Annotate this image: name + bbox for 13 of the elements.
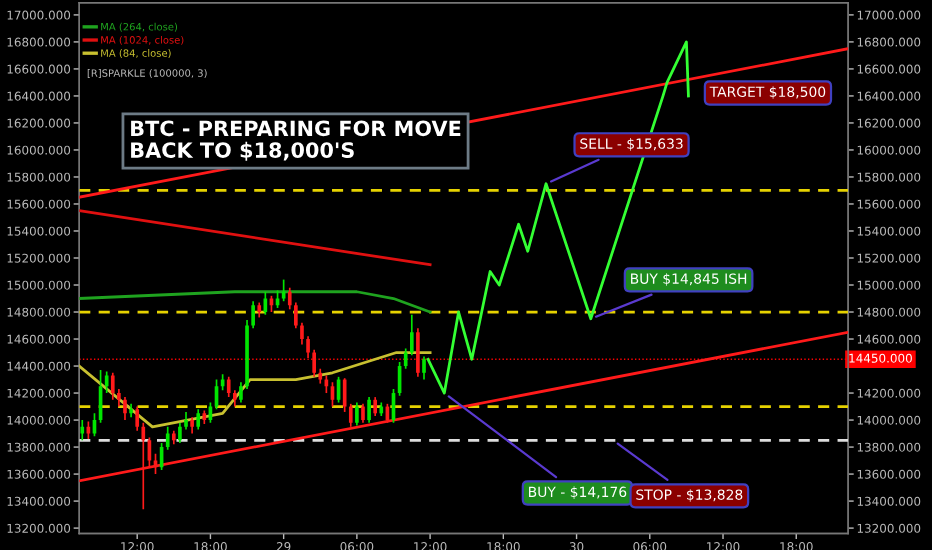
candlestick xyxy=(123,396,127,421)
candlestick xyxy=(80,419,85,442)
candlestick xyxy=(355,401,359,427)
candlestick xyxy=(422,355,426,381)
candlestick xyxy=(416,327,420,378)
candlestick xyxy=(196,408,201,431)
candlestick xyxy=(104,370,109,394)
candlestick xyxy=(361,403,365,424)
candlestick xyxy=(110,371,115,401)
candlestick xyxy=(373,396,378,417)
text: BTC - PREPARING FOR MOVE BACK TO $18,000'S xyxy=(131,120,461,161)
candlestick xyxy=(367,396,371,424)
candlestick xyxy=(165,425,170,451)
